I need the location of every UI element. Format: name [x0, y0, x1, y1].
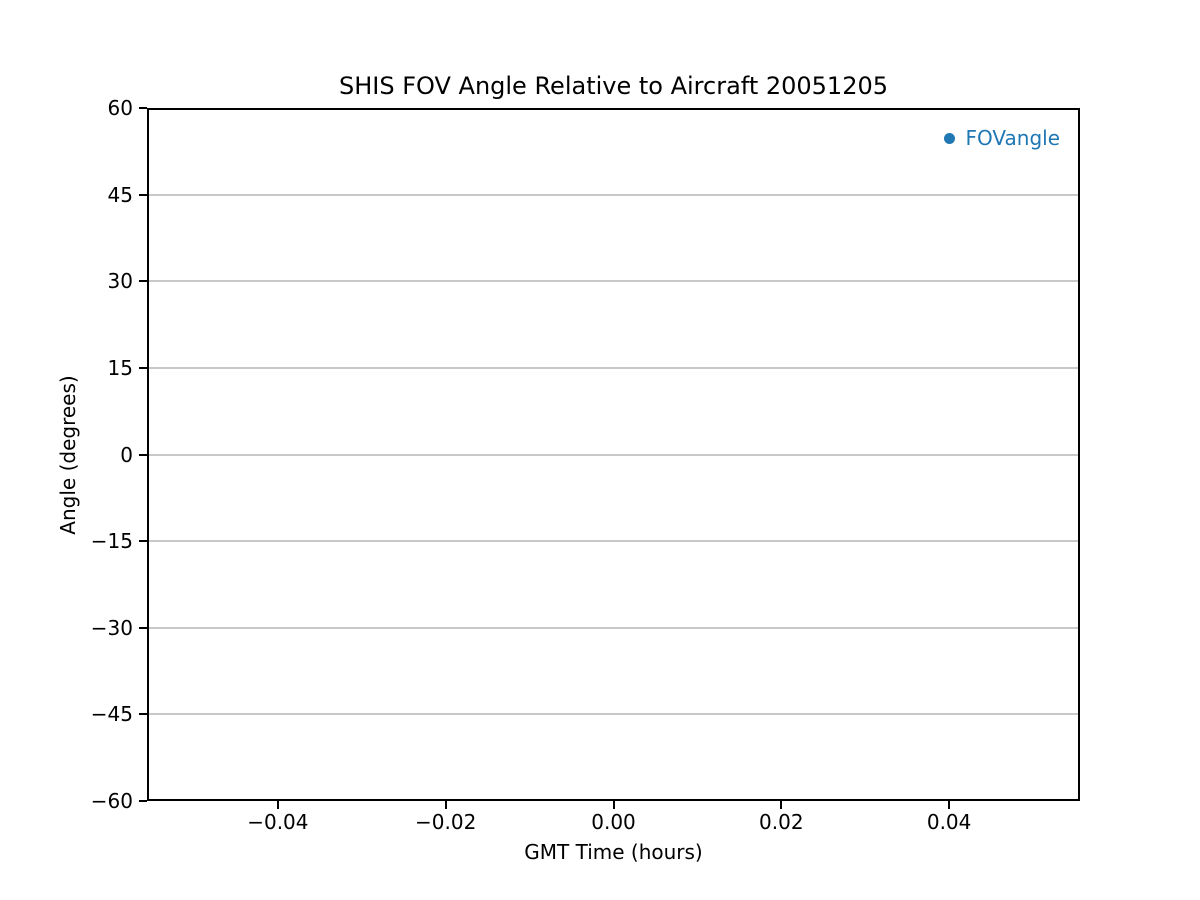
x-tick-mark: [444, 801, 447, 809]
x-tick-mark: [612, 801, 615, 809]
x-tick-mark: [276, 801, 279, 809]
plot-area: FOVangle: [147, 108, 1080, 801]
gridline-y-0: [149, 453, 1078, 456]
y-tick-mark: [139, 453, 147, 456]
y-tick-label: 60: [107, 96, 133, 120]
x-tick-label: −0.02: [415, 810, 477, 834]
y-tick-mark: [139, 800, 147, 802]
y-tick-label: −60: [90, 789, 133, 813]
gridline-y-45: [149, 193, 1078, 196]
y-tick-mark: [139, 107, 147, 109]
chart-title: SHIS FOV Angle Relative to Aircraft 2005…: [338, 72, 889, 100]
y-tick-label: 30: [107, 269, 133, 294]
y-tick-label: 0: [120, 442, 133, 467]
x-tick-label: 0.02: [759, 810, 804, 834]
legend-label: FOVangle: [965, 126, 1060, 150]
gridline-y--30: [149, 626, 1078, 629]
x-tick-label: 0.04: [926, 810, 972, 834]
y-tick-mark: [139, 366, 147, 369]
x-tick-label: −0.04: [247, 810, 309, 834]
y-tick-mark: [139, 193, 147, 196]
y-tick-label: 45: [107, 182, 133, 207]
y-tick-mark: [139, 713, 147, 716]
y-tick-label: −30: [90, 615, 133, 640]
y-tick-mark: [139, 540, 147, 543]
legend: FOVangle: [944, 126, 1060, 150]
y-tick-label: −45: [90, 702, 133, 727]
x-tick-mark: [948, 801, 951, 809]
gridline-y-15: [149, 366, 1078, 369]
gridline-y--15: [149, 540, 1078, 543]
y-tick-mark: [139, 626, 147, 629]
x-axis-label: GMT Time (hours): [524, 840, 703, 864]
y-tick-mark: [139, 280, 147, 283]
y-tick-label: 15: [107, 355, 133, 380]
y-tick-label: −15: [90, 529, 133, 554]
gridline-y--45: [149, 713, 1078, 716]
legend-marker-circle-icon: [944, 132, 956, 144]
gridline-y-30: [149, 280, 1078, 283]
x-tick-label: 0.00: [591, 810, 636, 834]
x-tick-mark: [780, 801, 783, 809]
